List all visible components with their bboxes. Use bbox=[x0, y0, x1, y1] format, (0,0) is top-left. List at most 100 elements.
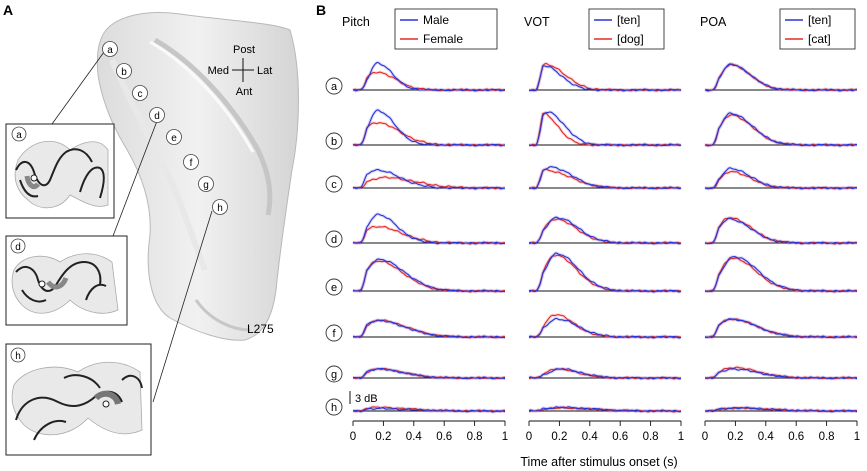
trace-band-[ten] bbox=[528, 251, 682, 294]
electrode-label: b bbox=[121, 67, 127, 78]
trace-band-Male bbox=[352, 60, 506, 93]
column-title-pitch: Pitch bbox=[342, 15, 370, 29]
trace-poa-f-s1 bbox=[704, 318, 858, 339]
trace-vot-b-s2 bbox=[528, 112, 682, 147]
row-label-c: c bbox=[325, 175, 343, 193]
panel-a-label: A bbox=[3, 2, 13, 18]
trace-pitch-d-s1 bbox=[352, 213, 505, 245]
inset-d-marker bbox=[10, 238, 26, 254]
legend-entry: [dog] bbox=[617, 32, 644, 46]
x-tick-label: 0.4 bbox=[582, 431, 599, 443]
row-label-f: f bbox=[325, 324, 343, 342]
row-label-text: g bbox=[331, 369, 337, 381]
x-tick-label: 1 bbox=[678, 431, 684, 443]
legend-entry: Female bbox=[423, 32, 463, 46]
x-tick-label: 0.6 bbox=[436, 431, 452, 443]
trace-pitch-h-s2 bbox=[352, 406, 506, 413]
trace-poa-c-s1 bbox=[704, 167, 857, 190]
x-tick-label: 1 bbox=[854, 431, 860, 443]
trace-poa-d-s1 bbox=[704, 217, 858, 245]
row-label-text: d bbox=[331, 234, 337, 246]
electrode-c: c bbox=[132, 85, 148, 101]
x-tick-label: 0 bbox=[526, 431, 532, 443]
row-label-text: a bbox=[331, 81, 338, 93]
trace-band-[cat] bbox=[704, 62, 858, 93]
scale-bar: 3 dB bbox=[349, 391, 378, 405]
electrode-e: e bbox=[166, 129, 182, 145]
legend-vot: [ten] [dog] bbox=[588, 8, 665, 50]
x-tick-label: 0 bbox=[350, 431, 356, 443]
row-label-text: e bbox=[331, 282, 337, 294]
trace-pitch-a-s1 bbox=[352, 61, 506, 92]
electrode-b: b bbox=[116, 63, 132, 79]
electrode-h: h bbox=[212, 199, 228, 215]
trace-band-Male bbox=[352, 212, 505, 246]
trace-pitch-a-s2 bbox=[352, 71, 506, 92]
trace-band-Male bbox=[352, 318, 506, 340]
inset-d: d bbox=[5, 235, 128, 326]
orient-post: Post bbox=[233, 44, 255, 56]
column-titles: Pitch VOT POA bbox=[342, 15, 727, 29]
x-tick-label: 0 bbox=[702, 431, 708, 443]
subject-id: L275 bbox=[247, 322, 274, 336]
x-tick-label: 0.8 bbox=[467, 431, 483, 443]
trace-poa-g-s1 bbox=[704, 368, 858, 380]
trace-band-[dog] bbox=[528, 111, 682, 148]
orient-ant: Ant bbox=[236, 86, 253, 98]
trace-poa-a-s1 bbox=[704, 63, 858, 92]
x-tick-label: 0.8 bbox=[819, 431, 835, 443]
trace-band-Male bbox=[352, 108, 506, 148]
row-label-a: a bbox=[325, 77, 343, 95]
x-axis-label: Time after stimulus onset (s) bbox=[520, 455, 677, 469]
row-label-d: d bbox=[325, 230, 343, 248]
trace-poa-e-s1 bbox=[704, 256, 858, 293]
orient-med: Med bbox=[208, 65, 229, 77]
trace-poa-h-s1 bbox=[704, 406, 858, 413]
orientation-compass: Post Ant Med Lat bbox=[208, 44, 273, 98]
trace-pitch-b-s1 bbox=[352, 109, 506, 147]
electrode-label: h bbox=[217, 203, 223, 214]
x-tick-label: 0.4 bbox=[406, 431, 423, 443]
trace-vot-c-s1 bbox=[528, 166, 682, 190]
x-tick-label: 0.4 bbox=[758, 431, 775, 443]
legend-entry: Male bbox=[423, 13, 449, 27]
trace-band-[ten] bbox=[704, 166, 857, 191]
trace-poa-g-s2 bbox=[704, 366, 858, 380]
legend-entry: [cat] bbox=[808, 32, 831, 46]
trace-pitch-c-s1 bbox=[352, 168, 505, 190]
scale-bar-label: 3 dB bbox=[355, 393, 378, 405]
row-label-g: g bbox=[325, 365, 343, 383]
column-title-poa: POA bbox=[700, 15, 727, 29]
electrode-label: g bbox=[203, 180, 209, 191]
trace-vot-b-s1 bbox=[528, 111, 682, 147]
x-tick-label: 0.2 bbox=[727, 431, 743, 443]
trace-pitch-f-s1 bbox=[352, 319, 506, 339]
row-label-text: b bbox=[331, 136, 337, 148]
x-tick-label: 1 bbox=[502, 431, 508, 443]
inset-d-letter: d bbox=[15, 242, 21, 253]
trace-vot-e-s1 bbox=[528, 252, 682, 293]
legend-entry: [ten] bbox=[617, 13, 640, 27]
trace-vot-a-s2 bbox=[528, 62, 682, 92]
electrode-label: c bbox=[138, 89, 143, 100]
legend-entry: [ten] bbox=[808, 13, 831, 27]
trace-band-[ten] bbox=[529, 64, 682, 93]
electrode-a: a bbox=[102, 41, 118, 57]
electrode-g: g bbox=[198, 176, 214, 192]
trace-pitch-e-s2 bbox=[352, 260, 506, 293]
electrode-label: f bbox=[190, 158, 193, 169]
column-title-vot: VOT bbox=[524, 15, 550, 29]
inset-connectors bbox=[51, 51, 213, 403]
inset-h-letter: h bbox=[15, 351, 21, 362]
row-labels: a b c d e f g h bbox=[325, 77, 343, 416]
orient-lat: Lat bbox=[257, 65, 272, 77]
trace-pitch-e-s1 bbox=[352, 258, 506, 293]
inset-h: h bbox=[5, 343, 152, 456]
trace-vot-h-s1 bbox=[528, 406, 682, 413]
inset-a: a bbox=[5, 123, 115, 219]
legend-pitch: Male Female bbox=[394, 8, 498, 50]
row-label-e: e bbox=[325, 278, 343, 296]
inset-a-letter: a bbox=[16, 130, 22, 141]
